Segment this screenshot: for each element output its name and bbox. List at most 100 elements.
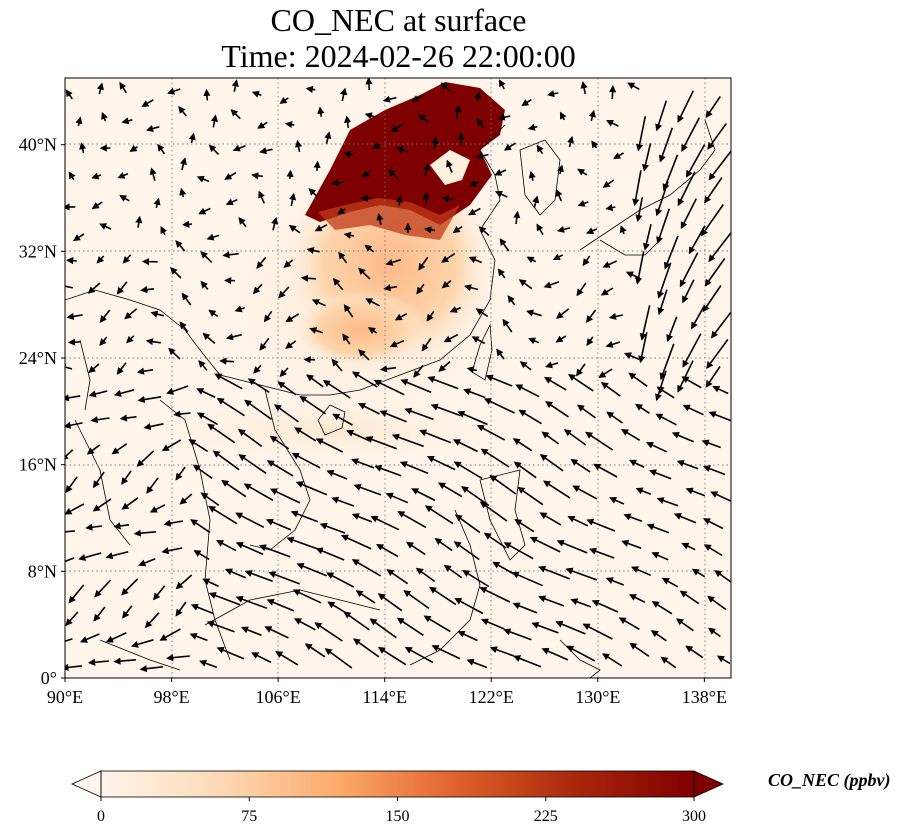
wind-arrow (555, 620, 586, 635)
wind-arrow (512, 438, 533, 452)
wind-arrow (113, 389, 135, 397)
wind-arrow (238, 454, 267, 474)
wind-arrow (283, 259, 294, 268)
wind-arrow (332, 277, 344, 291)
colorbar-fill (101, 771, 694, 797)
wind-arrow (353, 638, 380, 658)
wind-arrow (365, 436, 397, 450)
wind-arrow (313, 160, 321, 171)
wind-arrow (251, 652, 272, 664)
wind-arrow (78, 552, 102, 561)
wind-arrow (377, 646, 407, 666)
wind-arrow (440, 82, 451, 93)
wind-arrow (161, 439, 182, 452)
wind-arrow (338, 251, 348, 264)
wind-arrow (79, 142, 87, 154)
wind-arrow (122, 605, 133, 619)
wind-arrow (116, 281, 128, 295)
wind-arrow (716, 655, 731, 665)
wind-arrow (478, 226, 490, 237)
wind-arrow (397, 511, 427, 529)
lon-tick-label: 98°E (153, 687, 189, 707)
wind-arrow (489, 646, 515, 657)
wind-arrow (657, 262, 672, 299)
wind-arrow (602, 179, 615, 188)
wind-arrow (555, 308, 570, 319)
wind-arrow (193, 550, 210, 561)
wind-arrow (65, 503, 85, 515)
wind-arrow (676, 618, 694, 632)
wind-arrow (441, 252, 456, 263)
wind-arrow (429, 586, 457, 606)
wind-arrow (630, 566, 652, 577)
wind-arrow (369, 618, 397, 639)
wind-arrow (503, 628, 532, 641)
wind-arrow (586, 336, 594, 346)
wind-arrow (485, 374, 513, 387)
wind-arrow (291, 452, 321, 469)
wind-arrow (480, 618, 505, 630)
wind-arrow (208, 309, 219, 318)
wind-arrow (387, 169, 399, 180)
wind-arrow (528, 170, 536, 181)
wind-arrow (326, 469, 348, 480)
wind-arrow (385, 492, 409, 504)
lat-tick-label: 0° (41, 668, 57, 688)
wind-arrow (503, 142, 516, 151)
lat-tick-label: 24°N (19, 348, 57, 368)
wind-arrow (431, 645, 461, 660)
wind-arrow (99, 309, 111, 323)
wind-arrow (179, 493, 193, 505)
wind-arrow (126, 335, 135, 344)
wind-arrow (216, 397, 245, 417)
wind-arrow (555, 335, 567, 343)
wind-arrow (119, 414, 137, 422)
wind-arrow (351, 559, 382, 577)
wind-arrow (620, 428, 641, 441)
wind-arrow (441, 279, 452, 289)
wind-arrow (662, 154, 679, 192)
wind-arrow (146, 477, 159, 494)
wind-arrow (634, 403, 650, 414)
wind-arrow (129, 144, 138, 152)
wind-arrow (130, 639, 154, 648)
wind-arrow (475, 308, 489, 318)
wind-arrow (421, 337, 432, 352)
wind-arrow (311, 299, 327, 307)
wind-arrow (364, 112, 376, 120)
wind-arrow (503, 542, 534, 560)
wind-arrow (457, 132, 465, 146)
wind-arrow (92, 471, 105, 489)
wind-arrow (556, 539, 588, 554)
wind-arrow (452, 439, 479, 453)
wind-arrow (570, 598, 592, 608)
wind-arrow (512, 602, 538, 614)
wind-arrow (539, 454, 564, 472)
wind-arrow (358, 349, 370, 361)
wind-arrow (372, 142, 381, 150)
wind-arrow (96, 255, 105, 264)
wind-arrow (586, 227, 598, 235)
wind-arrow (163, 519, 184, 527)
wind-arrow (304, 643, 326, 658)
wind-arrow (628, 372, 648, 387)
wind-arrow (570, 458, 591, 473)
wind-arrow (703, 177, 723, 204)
wind-arrow (390, 124, 403, 133)
wind-arrow (632, 170, 642, 207)
wind-arrow (526, 256, 537, 264)
wind-arrow (708, 411, 731, 422)
wind-arrow (166, 385, 189, 395)
wind-arrow (79, 633, 100, 643)
wind-arrow (65, 363, 73, 371)
wind-arrow (342, 333, 351, 345)
wind-arrow (225, 198, 238, 206)
wind-arrow (708, 231, 731, 263)
wind-arrow (305, 85, 316, 93)
colorbar-extend-high (693, 770, 724, 798)
wind-arrow (364, 244, 375, 253)
wind-arrow (288, 224, 301, 234)
wind-arrow (529, 536, 561, 553)
wind-arrow (175, 466, 186, 481)
wind-arrow (87, 282, 101, 294)
